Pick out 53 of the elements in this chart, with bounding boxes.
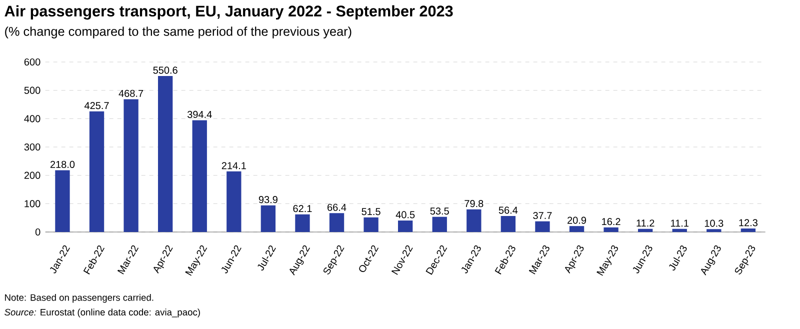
data-label: 51.5 — [362, 208, 380, 216]
chart-title: Air passengers transport, EU, January 2022 - September 2023 — [4, 5, 453, 20]
data-label: 20.9 — [568, 216, 586, 224]
bar — [604, 227, 618, 232]
bar — [706, 229, 722, 232]
data-label: 12.3 — [739, 219, 758, 226]
data-label: 37.7 — [533, 212, 552, 220]
data-label: 79.8 — [464, 200, 484, 208]
bar — [89, 111, 104, 232]
bar — [466, 209, 482, 232]
data-label: 66.4 — [328, 204, 346, 211]
y-tick-label: 400 — [24, 115, 40, 122]
data-label: 11.2 — [636, 220, 654, 227]
bar — [638, 228, 653, 232]
data-label: 16.2 — [602, 218, 620, 226]
bar — [569, 226, 584, 232]
text: Source: Eurostat (online data code: avia_paoc) — [4, 308, 200, 318]
data-label: 40.5 — [396, 211, 415, 218]
text: Note: Based on passengers carried. — [5, 294, 154, 303]
data-label: 214.1 — [222, 162, 246, 170]
data-label: 56.4 — [498, 206, 518, 214]
bar — [124, 99, 138, 232]
bar — [226, 171, 242, 232]
data-label: 53.5 — [430, 207, 449, 215]
bar — [158, 76, 173, 232]
y-tick-label: 500 — [24, 86, 40, 94]
data-label: 394.4 — [187, 110, 212, 118]
bar — [329, 213, 344, 232]
y-tick-label: 0 — [35, 228, 40, 236]
bar — [672, 228, 687, 232]
bar — [740, 228, 756, 232]
y-tick-label: 300 — [24, 143, 40, 151]
bar — [192, 120, 207, 232]
data-label: 468.7 — [118, 90, 144, 97]
data-label: 10.3 — [704, 220, 724, 227]
bar — [55, 170, 70, 232]
bar — [364, 217, 378, 232]
bar — [432, 216, 447, 232]
bar — [260, 205, 276, 232]
data-label: 425.7 — [84, 102, 109, 110]
bar — [535, 221, 550, 232]
data-label: 62.1 — [293, 205, 312, 212]
data-label: 550.6 — [153, 66, 178, 74]
bar — [398, 220, 413, 232]
data-label: 93.9 — [258, 196, 278, 204]
bar — [500, 216, 516, 232]
y-tick-label: 100 — [24, 200, 40, 208]
y-tick-label: 200 — [24, 172, 40, 179]
chart-subtitle: (% change compared to the same period of the previous year) — [5, 26, 352, 38]
bar — [295, 214, 310, 232]
data-label: 11.1 — [671, 220, 689, 227]
y-tick-label: 600 — [24, 58, 40, 66]
data-label: 218.0 — [50, 160, 75, 168]
